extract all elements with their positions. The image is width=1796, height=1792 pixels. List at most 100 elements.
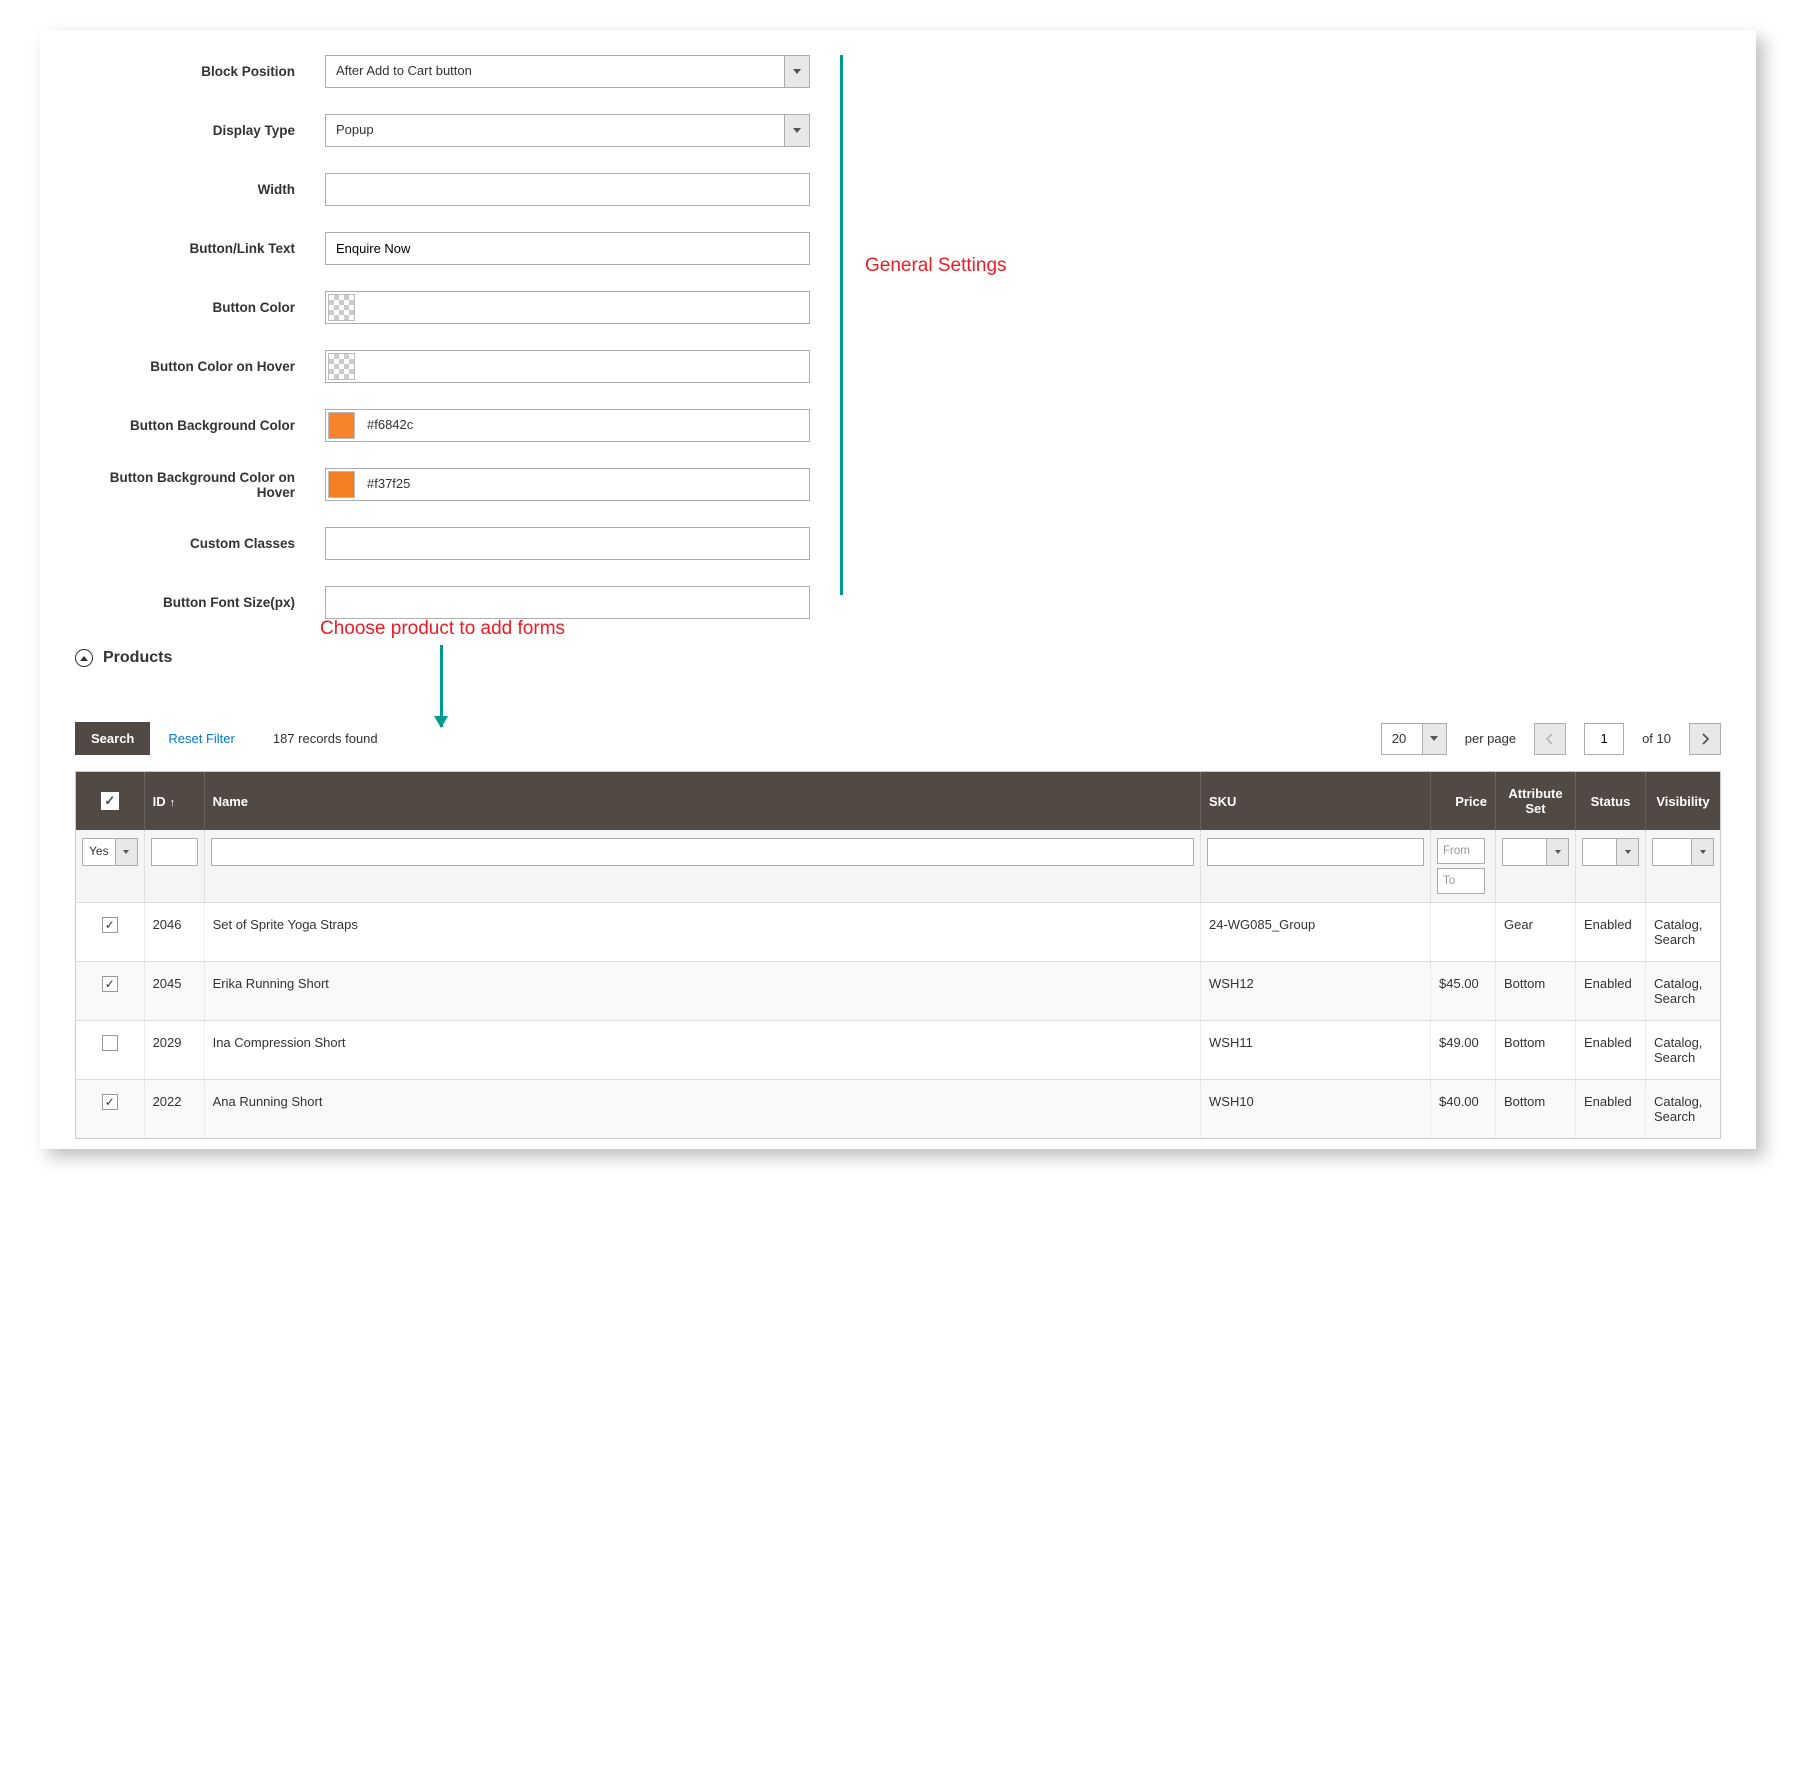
button-color-hover-value: [357, 351, 809, 382]
chevron-down-icon: [115, 839, 137, 865]
cell-sku: WSH12: [1201, 962, 1431, 1021]
width-input[interactable]: [325, 173, 810, 206]
cell-vis: Catalog, Search: [1646, 903, 1721, 962]
display-type-select[interactable]: Popup: [325, 114, 810, 147]
col-id-header[interactable]: ID↑: [144, 772, 204, 831]
chevron-down-icon: [1422, 724, 1446, 754]
cell-sku: WSH10: [1201, 1080, 1431, 1139]
per-page-select[interactable]: 20: [1381, 723, 1447, 755]
button-color-input[interactable]: [325, 291, 810, 324]
color-swatch-icon: [328, 412, 355, 439]
filter-vis-select[interactable]: [1652, 838, 1714, 866]
table-row[interactable]: 2046Set of Sprite Yoga Straps24-WG085_Gr…: [76, 903, 1721, 962]
filter-price-from-input[interactable]: [1437, 838, 1485, 864]
row-checkbox[interactable]: [102, 1094, 118, 1110]
col-sku-header[interactable]: SKU: [1201, 772, 1431, 831]
general-settings-region: Block Position After Add to Cart button …: [75, 55, 1721, 619]
annotation-general-settings: General Settings: [865, 255, 1007, 277]
button-text-input[interactable]: [325, 232, 810, 265]
button-bg-hover-label: Button Background Color on Hover: [75, 470, 325, 500]
button-bg-input[interactable]: #f6842c: [325, 409, 810, 442]
cell-status: Enabled: [1576, 1080, 1646, 1139]
cell-sku: 24-WG085_Group: [1201, 903, 1431, 962]
grid-toolbar: Search Reset Filter 187 records found 20…: [75, 722, 1721, 755]
col-status-header[interactable]: Status: [1576, 772, 1646, 831]
filter-checkbox-select[interactable]: Yes: [82, 838, 138, 866]
cell-vis: Catalog, Search: [1646, 1021, 1721, 1080]
font-size-input[interactable]: [325, 586, 810, 619]
of-pages-label: of 10: [1642, 731, 1671, 746]
annotation-arrow-icon: [440, 645, 443, 727]
col-checkbox-header[interactable]: [76, 772, 145, 831]
chevron-down-icon: [784, 115, 809, 146]
table-row[interactable]: 2029Ina Compression ShortWSH11$49.00Bott…: [76, 1021, 1721, 1080]
width-label: Width: [75, 182, 325, 197]
chevron-up-icon: [75, 649, 93, 667]
block-position-select[interactable]: After Add to Cart button: [325, 55, 810, 88]
chevron-down-icon: [1546, 839, 1568, 865]
table-row[interactable]: 2045Erika Running ShortWSH12$45.00Bottom…: [76, 962, 1721, 1021]
cell-sku: WSH11: [1201, 1021, 1431, 1080]
cell-attr: Bottom: [1496, 962, 1576, 1021]
button-bg-hover-input[interactable]: #f37f25: [325, 468, 810, 501]
filter-sku-input[interactable]: [1207, 838, 1424, 866]
font-size-label: Button Font Size(px): [75, 595, 325, 610]
col-price-header[interactable]: Price: [1431, 772, 1496, 831]
chevron-down-icon: [1691, 839, 1713, 865]
button-color-hover-label: Button Color on Hover: [75, 359, 325, 374]
button-bg-label: Button Background Color: [75, 418, 325, 433]
filter-checkbox-value: Yes: [83, 839, 115, 865]
annotation-bracket: [840, 55, 843, 595]
color-swatch-icon: [328, 471, 355, 498]
reset-filter-link[interactable]: Reset Filter: [168, 731, 234, 746]
button-color-hover-input[interactable]: [325, 350, 810, 383]
color-swatch-icon: [328, 353, 355, 380]
custom-classes-label: Custom Classes: [75, 536, 325, 551]
button-bg-value: #f6842c: [357, 410, 809, 441]
annotation-choose-product: Choose product to add forms: [320, 618, 565, 640]
cell-id: 2045: [144, 962, 204, 1021]
button-bg-hover-value: #f37f25: [357, 469, 809, 500]
cell-price: $45.00: [1431, 962, 1496, 1021]
cell-status: Enabled: [1576, 962, 1646, 1021]
col-vis-header[interactable]: Visibility: [1646, 772, 1721, 831]
col-name-header[interactable]: Name: [204, 772, 1200, 831]
products-section-title: Products: [103, 649, 172, 667]
cell-vis: Catalog, Search: [1646, 962, 1721, 1021]
row-checkbox[interactable]: [102, 1035, 118, 1051]
cell-name: Ina Compression Short: [204, 1021, 1200, 1080]
block-position-value: After Add to Cart button: [326, 56, 784, 87]
chevron-down-icon: [1616, 839, 1638, 865]
table-row[interactable]: 2022Ana Running ShortWSH10$40.00BottomEn…: [76, 1080, 1721, 1139]
cell-name: Ana Running Short: [204, 1080, 1200, 1139]
row-checkbox[interactable]: [102, 917, 118, 933]
cell-name: Erika Running Short: [204, 962, 1200, 1021]
display-type-value: Popup: [326, 115, 784, 146]
prev-page-button[interactable]: [1534, 723, 1566, 755]
cell-attr: Gear: [1496, 903, 1576, 962]
cell-id: 2046: [144, 903, 204, 962]
search-button[interactable]: Search: [75, 722, 150, 755]
custom-classes-input[interactable]: [325, 527, 810, 560]
cell-price: [1431, 903, 1496, 962]
filter-status-select[interactable]: [1582, 838, 1639, 866]
filter-attr-select[interactable]: [1502, 838, 1569, 866]
row-checkbox[interactable]: [102, 976, 118, 992]
next-page-button[interactable]: [1689, 723, 1721, 755]
button-color-label: Button Color: [75, 300, 325, 315]
cell-vis: Catalog, Search: [1646, 1080, 1721, 1139]
button-text-label: Button/Link Text: [75, 241, 325, 256]
sort-asc-icon: ↑: [170, 797, 176, 809]
records-found-label: 187 records found: [273, 731, 378, 746]
products-section-toggle[interactable]: Products: [75, 649, 1721, 667]
col-attr-header[interactable]: Attribute Set: [1496, 772, 1576, 831]
checkbox-icon: [101, 792, 119, 810]
cell-attr: Bottom: [1496, 1021, 1576, 1080]
filter-id-input[interactable]: [151, 838, 198, 866]
chevron-down-icon: [784, 56, 809, 87]
products-grid: ID↑ Name SKU Price Attribute Set Status …: [75, 771, 1721, 1139]
filter-price-to-input[interactable]: [1437, 868, 1485, 894]
button-color-value: [357, 292, 809, 323]
filter-name-input[interactable]: [211, 838, 1194, 866]
page-input[interactable]: [1584, 723, 1624, 755]
